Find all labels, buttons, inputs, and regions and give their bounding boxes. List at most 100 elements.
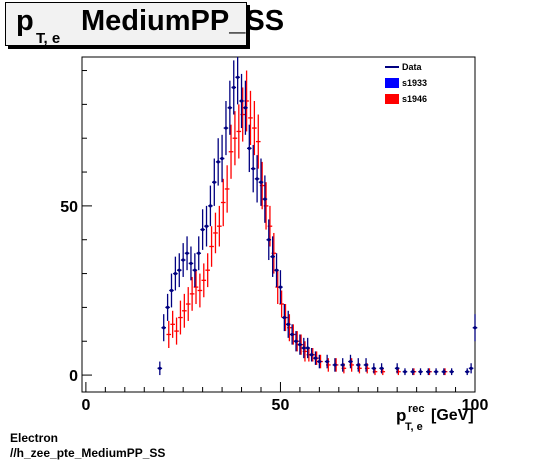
- marker: [364, 363, 368, 367]
- marker: [197, 251, 201, 255]
- data-point: [258, 158, 264, 206]
- data-point: [252, 100, 257, 156]
- marker: [212, 180, 216, 184]
- marker: [341, 363, 345, 367]
- data-point: [285, 310, 291, 338]
- data-point: [371, 363, 377, 374]
- data-point: [184, 236, 190, 271]
- title-box: p T, e MediumPP_SS: [5, 2, 284, 47]
- marker: [158, 366, 162, 370]
- data-point: [227, 80, 233, 135]
- data-point: [297, 334, 303, 355]
- x-title-sub: T, e: [405, 421, 423, 433]
- data-point: [236, 104, 242, 159]
- marker: [290, 332, 294, 337]
- data-point: [217, 205, 222, 247]
- data-point: [223, 100, 229, 156]
- data-point: [204, 205, 209, 247]
- data-point: [208, 185, 213, 227]
- marker: [294, 339, 298, 343]
- data-point: [250, 144, 256, 193]
- data-point: [418, 368, 423, 376]
- data-point: [243, 80, 248, 135]
- data-point: [332, 358, 338, 372]
- marker: [271, 255, 275, 259]
- marker: [372, 366, 376, 370]
- marker: [356, 363, 360, 367]
- data-point: [200, 209, 205, 250]
- marker: [380, 366, 384, 370]
- x-title-main: p: [396, 406, 406, 425]
- marker: [255, 177, 259, 181]
- data-point: [192, 253, 198, 288]
- marker: [418, 370, 423, 374]
- marker: [434, 370, 438, 374]
- marker: [274, 268, 279, 272]
- data-point: [189, 276, 195, 311]
- marker: [469, 366, 473, 370]
- data-point: [213, 212, 218, 254]
- marker: [247, 146, 251, 150]
- marker: [348, 359, 353, 364]
- marker: [267, 238, 271, 242]
- data-point: [348, 354, 353, 369]
- marker: [239, 99, 244, 103]
- data-point: [224, 165, 230, 213]
- marker: [333, 363, 337, 367]
- marker: [216, 160, 220, 164]
- marker: [236, 75, 240, 79]
- x-tick-label: 50: [272, 397, 290, 414]
- marker: [166, 305, 170, 310]
- x-tick-label: 0: [81, 397, 90, 414]
- marker: [263, 197, 267, 201]
- marker: [228, 106, 232, 110]
- legend-swatch: [385, 78, 399, 88]
- legend-entry: s1933: [385, 78, 427, 88]
- data-point: [254, 155, 260, 203]
- data-point: [231, 60, 237, 115]
- marker: [286, 322, 290, 326]
- data-point: [363, 358, 369, 372]
- x-tick-label: 100: [462, 397, 489, 414]
- x-title-unit: [GeV]: [431, 407, 474, 424]
- title-subscript: T, e: [36, 30, 61, 47]
- marker: [173, 271, 177, 276]
- data-point: [248, 90, 253, 145]
- marker: [278, 285, 283, 289]
- marker: [411, 370, 415, 374]
- data-point: [178, 300, 183, 335]
- data-point: [215, 138, 221, 186]
- data-point: [185, 287, 191, 321]
- marker: [473, 326, 477, 330]
- data-point: [255, 114, 261, 169]
- data-point: [239, 73, 244, 129]
- data-point: [441, 368, 447, 376]
- plot-frame-rect: [81, 56, 476, 393]
- data-point: [324, 354, 330, 369]
- data-point: [201, 263, 207, 298]
- data-point: [274, 253, 279, 288]
- legend-label: Data: [402, 62, 423, 72]
- marker: [204, 224, 209, 228]
- x-title-sup: rec: [408, 403, 425, 415]
- marker: [220, 156, 224, 161]
- data-point: [309, 348, 314, 362]
- data-point: [161, 314, 167, 342]
- data-point: [211, 158, 217, 206]
- marker: [450, 370, 454, 374]
- marker: [317, 359, 321, 364]
- data-point: [472, 314, 478, 342]
- marker: [298, 343, 302, 347]
- footer-line-1: Electron: [10, 431, 59, 445]
- marker: [306, 346, 310, 350]
- marker: [185, 251, 189, 255]
- data-point: [219, 134, 225, 183]
- data-point: [301, 337, 307, 359]
- marker: [189, 261, 193, 266]
- data-point: [402, 368, 408, 376]
- data-points: [157, 57, 478, 376]
- data-point: [433, 368, 439, 376]
- data-point: [196, 236, 202, 271]
- data-point: [209, 226, 214, 267]
- data-point: [232, 111, 238, 166]
